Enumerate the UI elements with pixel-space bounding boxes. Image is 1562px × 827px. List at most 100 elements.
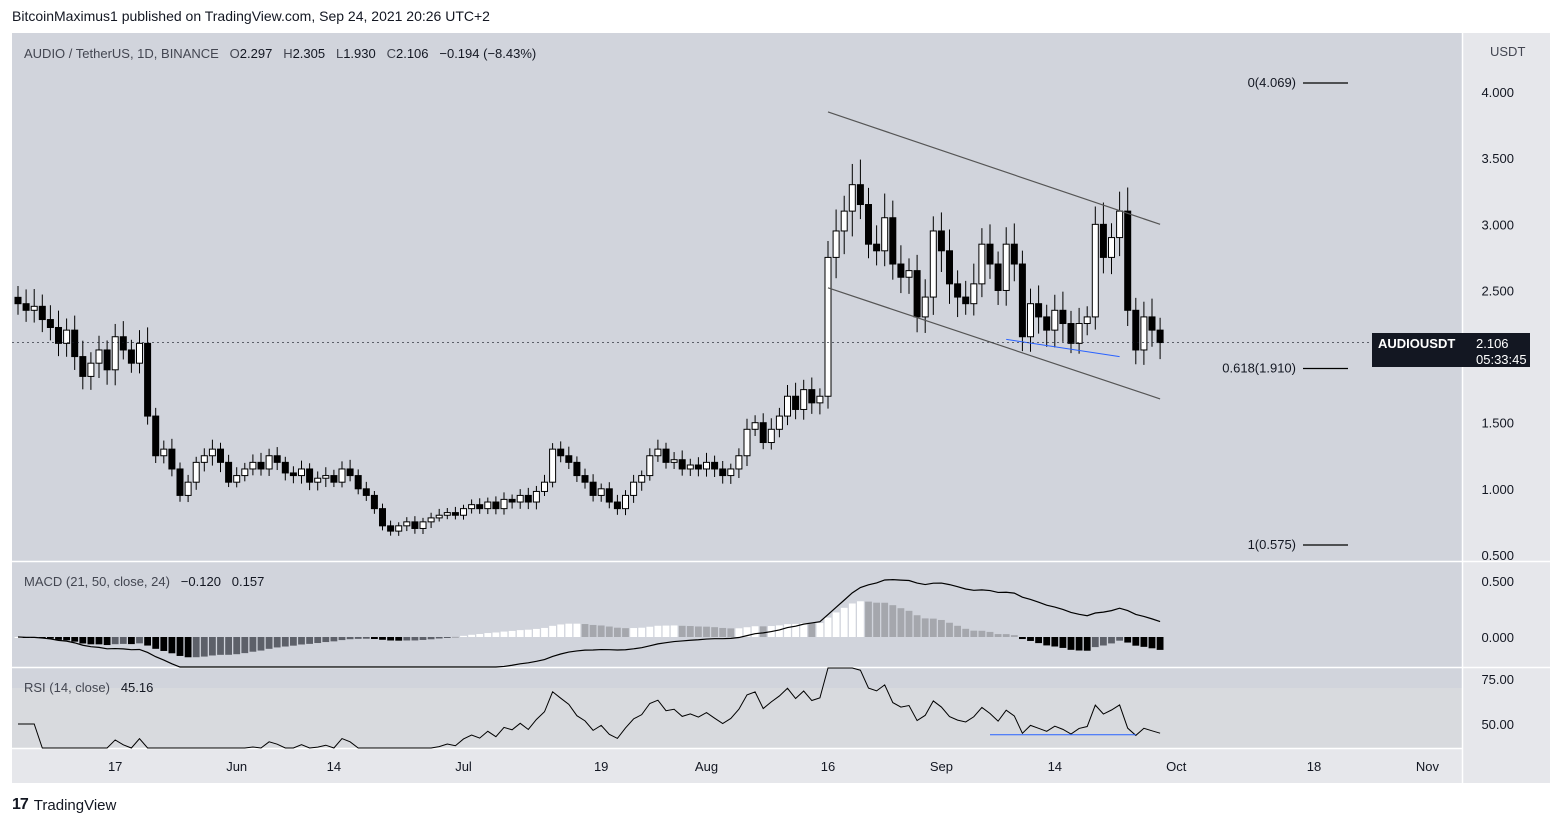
macd-histogram-bar [79, 637, 87, 644]
macd-histogram-bar [711, 627, 718, 637]
candle [630, 481, 638, 496]
macd-histogram-bar [1132, 637, 1140, 646]
candle [176, 468, 184, 496]
candle [662, 448, 670, 463]
price-tick-label: 1.000 [1481, 482, 1514, 497]
rsi-layer [18, 667, 1161, 749]
macd-histogram-bar [800, 623, 808, 637]
macd-histogram-bar [946, 622, 953, 637]
candle [476, 504, 484, 510]
candle [500, 498, 508, 510]
candle [127, 349, 135, 364]
macd-histogram-bar [573, 623, 581, 637]
candle [1108, 237, 1115, 258]
candle [856, 184, 864, 206]
macd-histogram-bar [476, 634, 484, 637]
candle [1035, 303, 1043, 318]
fib-level-label: 0(4.069) [1248, 75, 1296, 90]
candle [192, 461, 200, 483]
macd-histogram-bar [954, 625, 961, 637]
macd-histogram-bar [200, 637, 208, 657]
macd-histogram-bar [160, 637, 168, 651]
price-badge: AUDIOUSDT 2.106 05:33:45 [1372, 333, 1530, 367]
macd-histogram-bar [759, 626, 767, 637]
macd-histogram-bar [840, 607, 848, 637]
candle [1059, 309, 1067, 325]
candle [897, 263, 905, 278]
candle [322, 475, 330, 479]
macd-histogram-bar [443, 637, 451, 638]
price-tick-label: 2.500 [1481, 283, 1514, 298]
channel-line [827, 287, 1161, 400]
macd-tick-label: 0.500 [1481, 574, 1514, 589]
macd-histogram-bar [136, 637, 143, 644]
candle [257, 461, 265, 470]
open-label: O [229, 46, 240, 61]
macd-histogram-bar [678, 625, 686, 637]
macd-histogram-bar [743, 627, 751, 637]
candle [703, 461, 710, 470]
candle [678, 459, 686, 470]
candle [613, 501, 621, 510]
candle [443, 512, 451, 516]
time-tick-label: Oct [1166, 759, 1187, 774]
time-tick-label: 18 [1307, 759, 1321, 774]
macd-histogram-bar [541, 627, 548, 637]
rsi-line [18, 667, 1161, 749]
candle [63, 329, 71, 344]
candle [775, 415, 783, 430]
macd-layer [14, 579, 1164, 668]
candle [71, 329, 79, 358]
candle [184, 481, 192, 496]
candle [508, 498, 516, 503]
candle [541, 481, 548, 492]
macd-histogram-bar [87, 637, 95, 645]
macd-histogram-bar [290, 637, 297, 646]
candle [1116, 210, 1124, 239]
time-tick-label: Jun [226, 759, 247, 774]
macd-histogram-bar [47, 637, 54, 639]
price-tick-label: 3.500 [1481, 151, 1514, 166]
candle [735, 455, 743, 470]
candle [654, 448, 662, 457]
candle [767, 428, 775, 444]
macd-histogram-bar [1108, 637, 1115, 644]
rsi-value: 45.16 [120, 680, 154, 695]
macd-histogram-bar [119, 637, 127, 644]
macd-histogram-bar [873, 602, 880, 637]
time-tick-label: Sep [930, 759, 953, 774]
macd-histogram-bar [735, 628, 743, 637]
candle [784, 395, 791, 417]
macd-histogram-bar [905, 610, 913, 637]
candle [419, 521, 427, 529]
candle [1018, 263, 1026, 338]
candle [273, 455, 281, 463]
candle [954, 283, 962, 298]
candle [1140, 316, 1148, 351]
candle [103, 349, 111, 371]
macd-histogram-bar [265, 637, 273, 649]
candle [978, 243, 986, 285]
candle [962, 296, 970, 305]
candle [711, 461, 719, 470]
overlays-layer: 0(4.069) 0.618(1.910) 1(0.575) [12, 75, 1462, 552]
macd-histogram-bar [111, 637, 119, 645]
candle [338, 468, 346, 483]
macd-histogram-bar [103, 637, 111, 646]
macd-histogram-bar [460, 635, 467, 637]
macd-histogram-bar [848, 603, 856, 637]
macd-histogram-bar [670, 625, 678, 637]
macd-histogram-bar [330, 637, 338, 642]
macd-histogram-bar [1067, 637, 1075, 650]
macd-histogram-bar [1035, 637, 1042, 644]
candle [1067, 323, 1075, 344]
candle [994, 263, 1002, 291]
candle [970, 283, 978, 305]
publisher-line: BitcoinMaximus1 published on TradingView… [12, 8, 490, 24]
rsi-tick-label: 75.00 [1481, 672, 1514, 687]
candle [670, 459, 678, 463]
candle [1124, 210, 1132, 311]
price-tick-label: 0.500 [1481, 548, 1514, 563]
price-pane-bg [12, 33, 1462, 561]
